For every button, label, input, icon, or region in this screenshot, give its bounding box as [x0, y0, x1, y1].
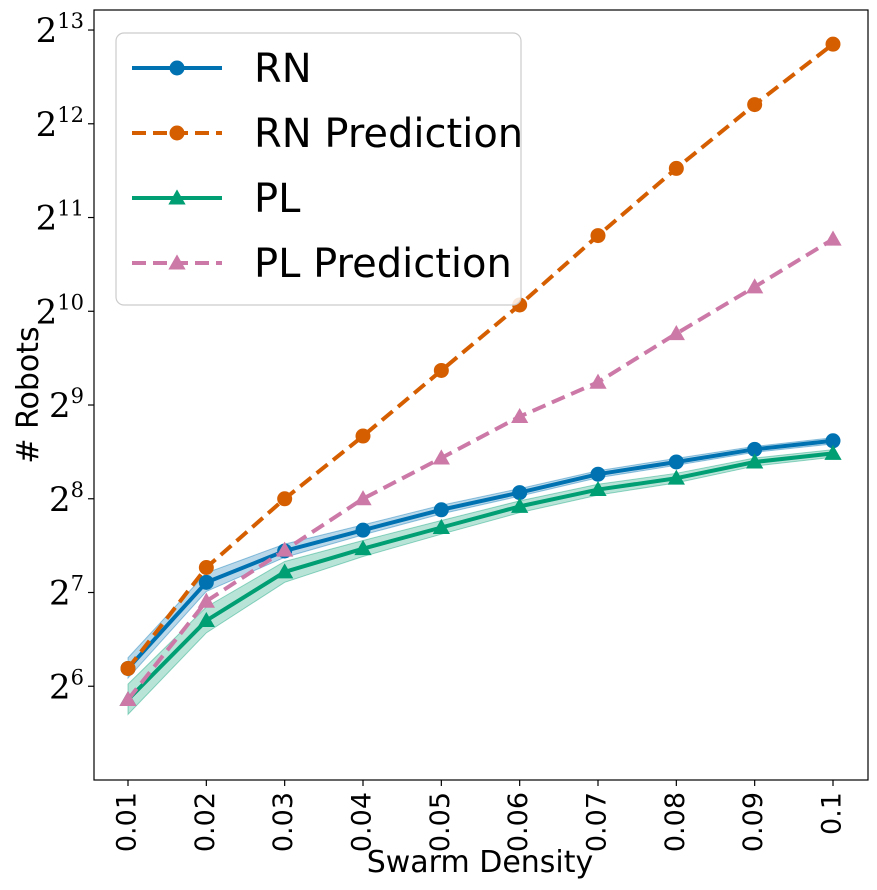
- x-tick-label: 0.06: [503, 792, 534, 852]
- rn-prediction-point: [747, 97, 763, 113]
- x-axis-ticks: 0.01 0.02 0.03 0.04 0.05 0.06 0.07 0.08 0.09 0.1: [112, 780, 848, 852]
- pl-line: [126, 451, 834, 701]
- rn-confidence-band: [127, 437, 834, 680]
- x-tick-label: 0.01: [112, 792, 143, 852]
- pl-point: [511, 497, 529, 513]
- legend-marker-rn-prediction: [169, 125, 185, 141]
- x-tick-label: 0.04: [347, 792, 378, 852]
- rn-point: [433, 502, 449, 518]
- legend-marker-pl-prediction: [168, 254, 186, 270]
- pl-point: [197, 611, 215, 628]
- y-tick-label: 210: [36, 290, 84, 332]
- legend-box: [115, 32, 522, 306]
- y-tick-label: 211: [36, 197, 84, 239]
- x-tick-label: 0.02: [190, 792, 221, 852]
- pl-prediction-point: [824, 230, 842, 246]
- pl-prediction-point: [197, 592, 215, 608]
- rn-prediction-point: [825, 36, 841, 52]
- rn-point: [355, 522, 371, 538]
- legend-label-rn: RN: [254, 46, 312, 92]
- confidence-bands: [127, 437, 834, 716]
- pl-prediction-point: [276, 541, 294, 557]
- rn-point: [668, 454, 684, 470]
- rn-prediction-point: [668, 160, 684, 176]
- rn-point: [747, 441, 763, 457]
- pl-prediction-point: [511, 407, 529, 424]
- pl-point: [746, 453, 764, 469]
- rn-point: [825, 433, 841, 449]
- legend-marker-pl: [168, 189, 186, 205]
- pl-prediction-point: [667, 325, 685, 341]
- y-tick-label: 28: [49, 478, 84, 520]
- y-axis-label: # Robots: [11, 326, 46, 463]
- rn-line: [126, 438, 834, 670]
- y-tick-label: 26: [49, 665, 84, 707]
- pl-prediction-point: [354, 490, 372, 506]
- legend-label-pl: PL: [254, 176, 301, 222]
- rn-point: [590, 466, 606, 482]
- pl-point: [432, 518, 450, 534]
- legend-marker-rn: [169, 60, 185, 76]
- legend: RN RN Prediction PL PL Prediction: [115, 32, 523, 306]
- rn-prediction-point: [277, 491, 293, 507]
- pl-prediction-point: [746, 278, 764, 294]
- y-tick-label: 213: [36, 9, 84, 51]
- series-lines: [126, 42, 835, 701]
- y-tick-label: 29: [49, 384, 84, 426]
- x-tick-label: 0.09: [738, 792, 769, 852]
- rn-prediction-point: [433, 362, 449, 378]
- y-tick-label: 212: [36, 103, 84, 145]
- x-tick-label: 0.05: [425, 792, 456, 852]
- pl-prediction-line: [126, 237, 835, 701]
- x-tick-label: 0.03: [268, 792, 299, 852]
- y-tick-label: 27: [49, 572, 84, 614]
- pl-prediction-point: [119, 690, 137, 707]
- rn-point: [512, 485, 528, 501]
- rn-point: [198, 574, 214, 590]
- pl-point: [589, 480, 607, 497]
- rn-prediction-line: [126, 42, 835, 670]
- pl-prediction-point: [432, 449, 450, 465]
- pl-point: [667, 469, 685, 485]
- rn-prediction-point: [355, 428, 371, 444]
- y-axis-ticks: 26 27 28 29 210 211 212 213: [36, 9, 94, 707]
- x-tick-label: 0.07: [582, 792, 613, 852]
- legend-label-pl-prediction: PL Prediction: [254, 241, 512, 287]
- rn-prediction-point: [120, 660, 136, 676]
- pl-point: [354, 540, 372, 556]
- pl-prediction-point: [589, 373, 607, 389]
- pl-point: [824, 444, 842, 460]
- rn-prediction-point: [198, 559, 214, 575]
- x-axis-label: Swarm Density: [367, 845, 594, 880]
- x-tick-label: 0.08: [660, 792, 691, 852]
- pl-point: [276, 563, 294, 579]
- series-markers: [119, 36, 842, 707]
- plot-frame: [93, 9, 869, 781]
- legend-label-rn-prediction: RN Prediction: [254, 111, 523, 157]
- x-tick-label: 0.1: [817, 792, 848, 835]
- rn-prediction-point: [590, 228, 606, 244]
